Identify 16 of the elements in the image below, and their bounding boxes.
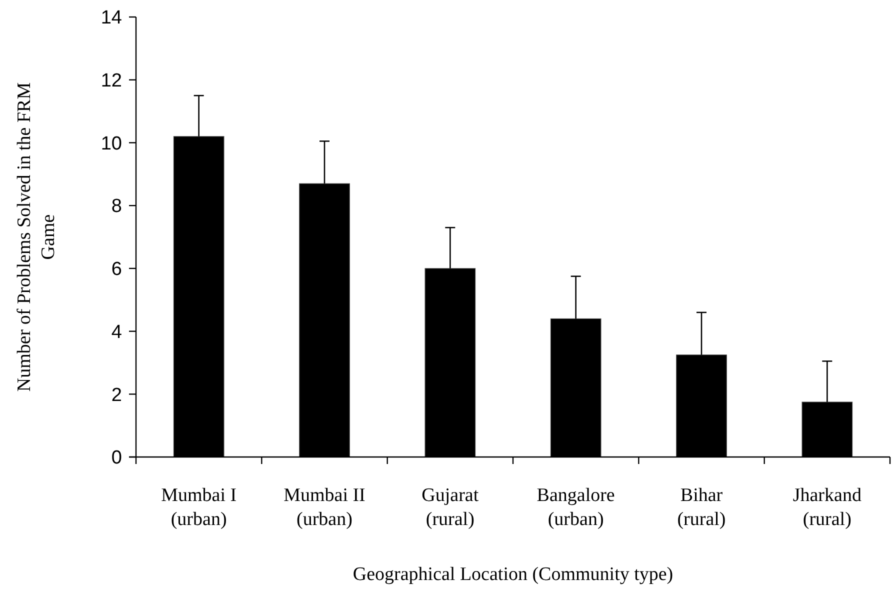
x-axis-title: Geographical Location (Community type) — [352, 564, 674, 585]
x-tick-label: Mumbai I (urban) — [161, 485, 237, 530]
y-tick-label: 6 — [111, 259, 122, 280]
y-tick-label: 2 — [111, 384, 122, 406]
y-tick-label: 12 — [100, 70, 122, 92]
x-tick-label: Gujarat (rural) — [422, 485, 480, 530]
y-tick-label: 4 — [111, 322, 122, 343]
y-tick-label: 10 — [100, 133, 122, 154]
y-tick-label: 8 — [111, 196, 122, 218]
y-tick-label: 0 — [111, 448, 122, 469]
x-tick-label: Mumbai II (urban) — [284, 485, 366, 530]
y-axis-title: Number of Problems Solved in the FRM Game — [14, 82, 59, 392]
y-tick-label: 14 — [100, 8, 122, 29]
x-tick-label: Bangalore (urban) — [536, 485, 615, 530]
x-tick-label: Bihar (rural) — [677, 485, 726, 530]
x-tick-label: Jharkand (rural) — [792, 485, 862, 530]
